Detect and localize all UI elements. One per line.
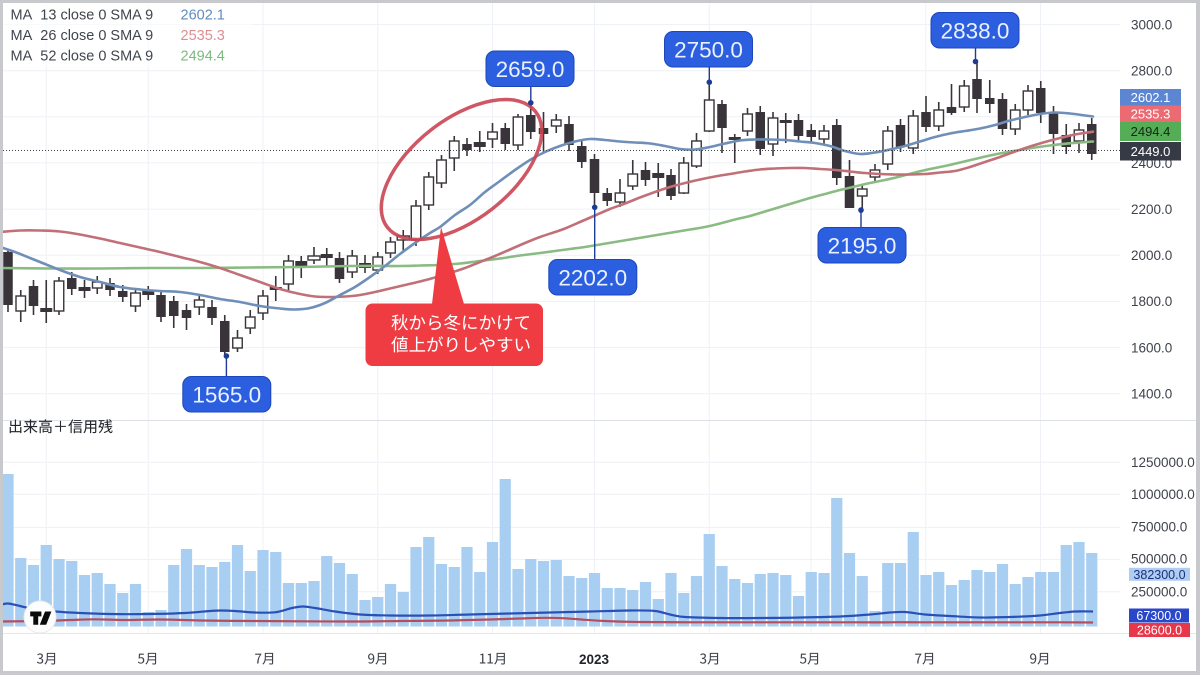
svg-text:750000.0: 750000.0 <box>1131 519 1187 534</box>
svg-text:67300.0: 67300.0 <box>1136 609 1181 623</box>
svg-text:1600.0: 1600.0 <box>1131 340 1172 355</box>
svg-text:500000.0: 500000.0 <box>1131 551 1187 566</box>
svg-text:MA 13 close 0 SMA 9: MA 13 close 0 SMA 9 <box>11 8 154 24</box>
svg-text:1250000.0: 1250000.0 <box>1131 455 1195 470</box>
svg-text:1400.0: 1400.0 <box>1131 387 1172 402</box>
svg-text:2659.0: 2659.0 <box>496 57 565 82</box>
svg-text:MA 52 close 0 SMA 9: MA 52 close 0 SMA 9 <box>11 49 154 65</box>
svg-text:1800.0: 1800.0 <box>1131 294 1172 309</box>
svg-text:MA 26 close 0 SMA 9: MA 26 close 0 SMA 9 <box>11 28 154 44</box>
svg-text:1000000.0: 1000000.0 <box>1131 487 1195 502</box>
svg-text:2494.4: 2494.4 <box>1131 124 1171 139</box>
svg-text:2494.4: 2494.4 <box>181 49 225 65</box>
svg-text:2750.0: 2750.0 <box>674 37 743 62</box>
svg-text:2195.0: 2195.0 <box>828 233 897 258</box>
svg-text:2800.0: 2800.0 <box>1131 64 1172 79</box>
svg-text:250000.0: 250000.0 <box>1131 585 1187 600</box>
svg-text:382300.0: 382300.0 <box>1133 568 1185 582</box>
svg-text:2000.0: 2000.0 <box>1131 248 1172 263</box>
svg-text:2602.1: 2602.1 <box>181 8 225 24</box>
svg-text:3000.0: 3000.0 <box>1131 17 1172 32</box>
svg-text:2602.1: 2602.1 <box>1131 90 1171 105</box>
svg-text:2449.0: 2449.0 <box>1131 144 1171 159</box>
svg-text:28600.0: 28600.0 <box>1137 624 1182 638</box>
svg-text:2023: 2023 <box>579 652 610 667</box>
svg-text:2535.3: 2535.3 <box>1131 106 1171 121</box>
svg-text:2535.3: 2535.3 <box>181 28 225 44</box>
svg-text:2200.0: 2200.0 <box>1131 202 1172 217</box>
svg-text:1565.0: 1565.0 <box>192 382 261 407</box>
svg-text:2838.0: 2838.0 <box>941 18 1010 43</box>
svg-text:2202.0: 2202.0 <box>558 265 627 290</box>
